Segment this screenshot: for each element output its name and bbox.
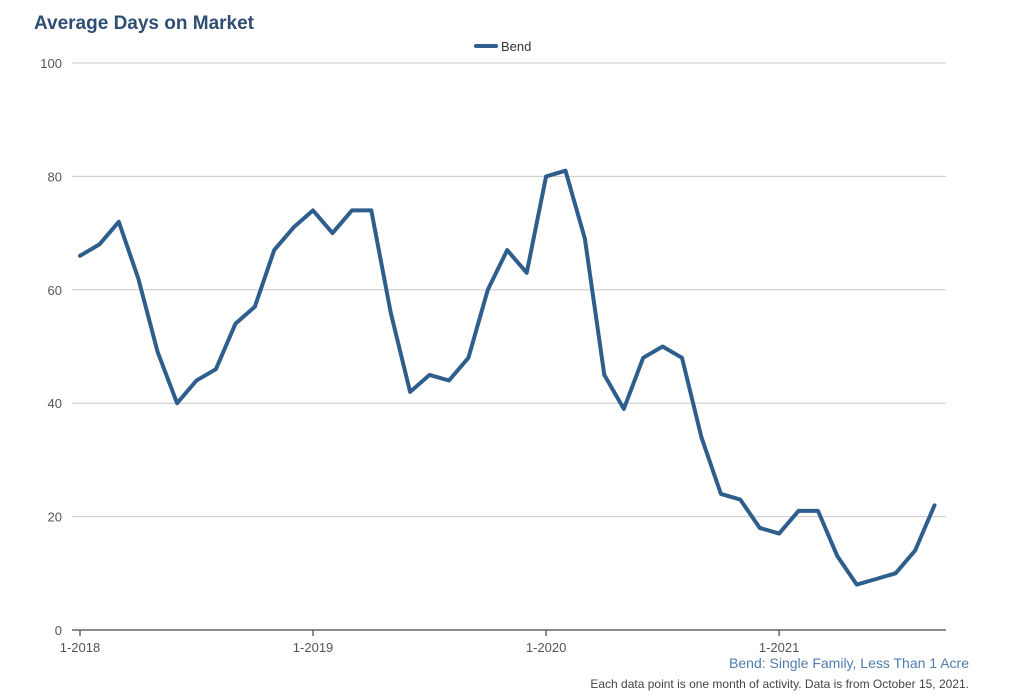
y-tick-label: 0 — [55, 623, 62, 638]
legend: Bend — [474, 39, 531, 54]
x-axis: 1-2018 1-2019 1-2020 1-2021 — [60, 629, 946, 655]
x-tick-label: 1-2019 — [293, 640, 333, 655]
series-line-bend — [78, 168, 937, 587]
x-tick-label: 1-2018 — [60, 640, 100, 655]
y-tick-label: 20 — [48, 510, 62, 525]
gridlines — [72, 62, 946, 518]
y-tick-label: 100 — [40, 56, 62, 71]
x-tick-label: 1-2020 — [526, 640, 566, 655]
y-tick-label: 60 — [48, 283, 62, 298]
chart-title: Average Days on Market — [34, 13, 255, 34]
legend-label-bend: Bend — [501, 39, 531, 54]
y-axis: 0 20 40 60 80 100 — [40, 56, 62, 638]
series-bend — [78, 168, 937, 587]
footnote: Each data point is one month of activity… — [590, 677, 969, 691]
x-tick-label: 1-2021 — [759, 640, 799, 655]
y-tick-label: 40 — [48, 396, 62, 411]
chart-subtitle: Bend: Single Family, Less Than 1 Acre — [729, 655, 969, 671]
y-tick-label: 80 — [48, 169, 62, 184]
